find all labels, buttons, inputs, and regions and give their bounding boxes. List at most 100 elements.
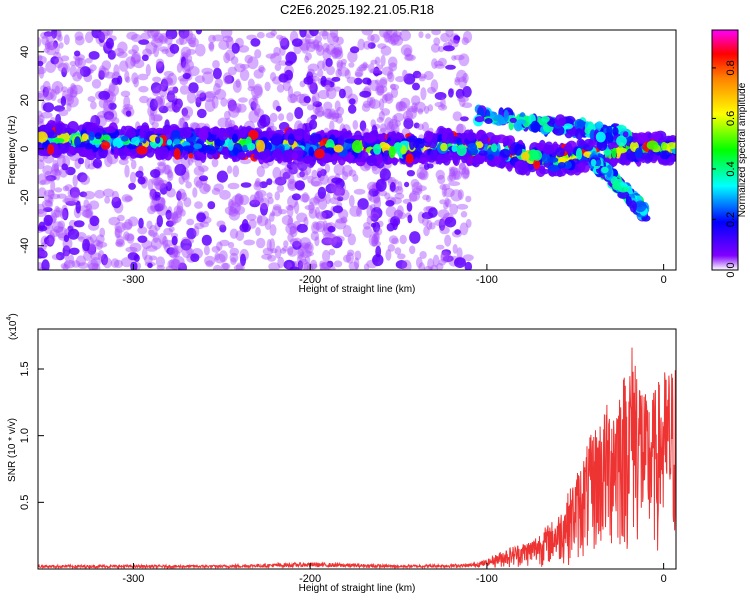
spectrogram-cell bbox=[272, 148, 283, 162]
spectrogram-cell bbox=[98, 98, 108, 109]
spectrogram-cell bbox=[149, 30, 161, 38]
spectrogram-cell bbox=[69, 247, 80, 255]
spectrogram-cell bbox=[480, 134, 489, 145]
spectrogram-cell bbox=[73, 147, 84, 154]
spectrogram-cell bbox=[372, 233, 378, 244]
spectrogram-cell bbox=[340, 58, 347, 65]
spectrogram-cell bbox=[307, 104, 314, 111]
spectrogram-cell bbox=[427, 86, 436, 94]
spectrogram-cell bbox=[139, 127, 145, 139]
spectrogram-cell bbox=[195, 43, 206, 57]
spectrogram-cell bbox=[69, 65, 77, 77]
snr-multiplier-close: ) bbox=[8, 313, 19, 316]
spectrogram-cell bbox=[250, 38, 261, 47]
spectrogram-cell bbox=[96, 241, 108, 248]
spectrogram-cell bbox=[285, 222, 298, 235]
spectrogram-cell bbox=[125, 129, 137, 139]
spectrogram-cell bbox=[320, 75, 328, 87]
spectrogram-cell bbox=[334, 49, 344, 60]
spectrogram-cell bbox=[399, 30, 411, 42]
spectrogram-cell bbox=[155, 58, 165, 67]
spectrogram-cell bbox=[152, 76, 162, 83]
spectrogram-cell bbox=[438, 218, 446, 231]
spectrogram-cell bbox=[238, 45, 250, 53]
spectrogram-cell bbox=[69, 187, 80, 198]
spectrogram-cell bbox=[84, 143, 94, 150]
spectrogram-cell bbox=[68, 254, 75, 264]
spectrogram-cell bbox=[634, 200, 647, 213]
spectrogram-cell bbox=[287, 233, 294, 243]
spectrogram-cell bbox=[156, 61, 165, 74]
spectrogram-cell bbox=[65, 166, 76, 176]
spectrogram-cell bbox=[180, 209, 186, 217]
spectrogram-cell bbox=[165, 94, 178, 101]
spectrogram-cell bbox=[238, 125, 244, 139]
spectrogram-cell bbox=[54, 205, 61, 218]
spectrogram-cell bbox=[271, 206, 283, 217]
spectrogram-cell bbox=[620, 155, 627, 166]
spectrogram-cell bbox=[380, 54, 386, 67]
spectrogram-cell bbox=[448, 88, 454, 98]
spectrogram-cell bbox=[157, 161, 167, 167]
spectrogram-cell bbox=[102, 188, 115, 198]
spectrogram-cell bbox=[180, 238, 192, 251]
spectrogram-cell bbox=[456, 203, 469, 210]
spectrogram-cell bbox=[137, 73, 149, 81]
spectrogram-cell bbox=[388, 235, 399, 245]
spectrogram-cell bbox=[313, 195, 320, 204]
spectrogram-cell bbox=[40, 111, 53, 119]
spectrogram-cell bbox=[224, 75, 233, 84]
spectrogram-cell bbox=[584, 138, 594, 145]
spectrogram-cell bbox=[312, 39, 320, 48]
spectrogram-cell bbox=[370, 68, 382, 74]
spectrogram-cell bbox=[52, 159, 59, 173]
spectrogram-cell bbox=[247, 78, 255, 89]
spectrogram-cell bbox=[153, 44, 160, 58]
spectrogram-cell bbox=[158, 46, 169, 52]
spectrogram-cell bbox=[423, 130, 433, 143]
spectrogram-cell bbox=[617, 190, 630, 199]
spectrogram-cell bbox=[125, 110, 132, 117]
spectrogram-cell bbox=[427, 258, 435, 270]
spectrogram-cell bbox=[168, 258, 181, 270]
spectrogram-cell bbox=[369, 96, 376, 109]
spectrogram-cell bbox=[292, 129, 303, 137]
spectrogram-cell bbox=[303, 163, 312, 176]
spectrogram-cell bbox=[387, 70, 393, 80]
spectrogram-cell bbox=[414, 101, 426, 113]
spectrogram-cell bbox=[305, 52, 312, 61]
spectrogram-cell bbox=[296, 223, 308, 233]
spectrogram-cell bbox=[426, 219, 433, 231]
spectrogram-cell bbox=[388, 140, 396, 147]
spectrogram-cell bbox=[152, 177, 164, 186]
spectrogram-cell bbox=[224, 110, 231, 120]
spectrogram-cell bbox=[309, 30, 319, 37]
spectrogram-cell bbox=[389, 34, 402, 42]
spectrogram-cell bbox=[378, 133, 386, 141]
spectrogram-cell bbox=[74, 31, 84, 41]
spectrogram-cell bbox=[647, 149, 654, 162]
spectrogram-cell bbox=[428, 207, 438, 218]
spectrogram-cell bbox=[299, 171, 305, 178]
spectrogram-cell bbox=[90, 252, 102, 261]
spectrogram-cell bbox=[305, 39, 316, 45]
spectrogram-cell bbox=[375, 241, 382, 247]
spectrogram-cell bbox=[89, 64, 97, 72]
spectrogram-cell bbox=[38, 37, 42, 47]
spectrogram-cell bbox=[150, 114, 163, 122]
spectrogram-cell bbox=[172, 247, 179, 258]
spectrogram-cell bbox=[428, 222, 436, 230]
spectrogram-cell bbox=[104, 154, 113, 168]
spectrogram-cell bbox=[121, 221, 133, 231]
spectrogram-cell bbox=[77, 57, 83, 66]
spectrogram-cell bbox=[211, 95, 219, 109]
spectrogram-cell bbox=[516, 119, 526, 125]
spectrogram-cell bbox=[256, 237, 266, 249]
spectrogram-cell bbox=[152, 87, 161, 97]
spectrogram-cell bbox=[151, 121, 159, 129]
spectrogram-cell bbox=[402, 69, 408, 79]
spectrogram-cell bbox=[254, 180, 261, 188]
spectrogram-cell bbox=[108, 82, 116, 93]
spectrogram-cell bbox=[444, 216, 457, 228]
